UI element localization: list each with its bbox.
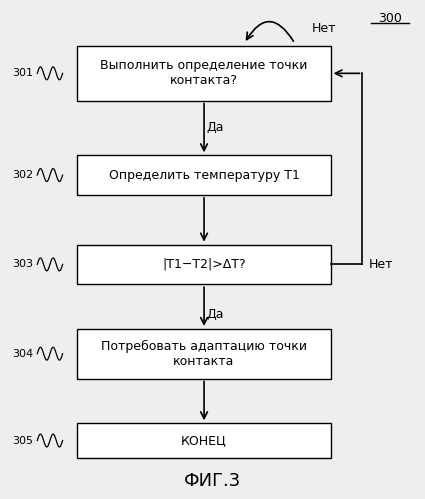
Text: Да: Да — [206, 307, 224, 320]
Text: Да: Да — [206, 121, 224, 134]
FancyBboxPatch shape — [77, 329, 331, 379]
Text: 300: 300 — [378, 12, 402, 25]
Text: 302: 302 — [12, 170, 33, 180]
Text: 301: 301 — [12, 68, 33, 78]
FancyBboxPatch shape — [77, 46, 331, 101]
Text: 305: 305 — [12, 436, 33, 446]
FancyBboxPatch shape — [77, 245, 331, 284]
Text: |T1−T2|>ΔT?: |T1−T2|>ΔT? — [162, 258, 246, 271]
Text: 303: 303 — [12, 259, 33, 269]
FancyBboxPatch shape — [77, 423, 331, 458]
Text: КОНЕЦ: КОНЕЦ — [181, 434, 227, 447]
Text: Нет: Нет — [312, 22, 336, 35]
Text: Определить температуру T1: Определить температуру T1 — [109, 169, 300, 182]
Text: Нет: Нет — [369, 258, 393, 271]
Text: ФИГ.3: ФИГ.3 — [184, 472, 241, 490]
Text: Выполнить определение точки
контакта?: Выполнить определение точки контакта? — [100, 59, 308, 87]
Text: Потребовать адаптацию точки
контакта: Потребовать адаптацию точки контакта — [101, 340, 307, 368]
Text: 304: 304 — [12, 349, 33, 359]
FancyBboxPatch shape — [77, 155, 331, 195]
